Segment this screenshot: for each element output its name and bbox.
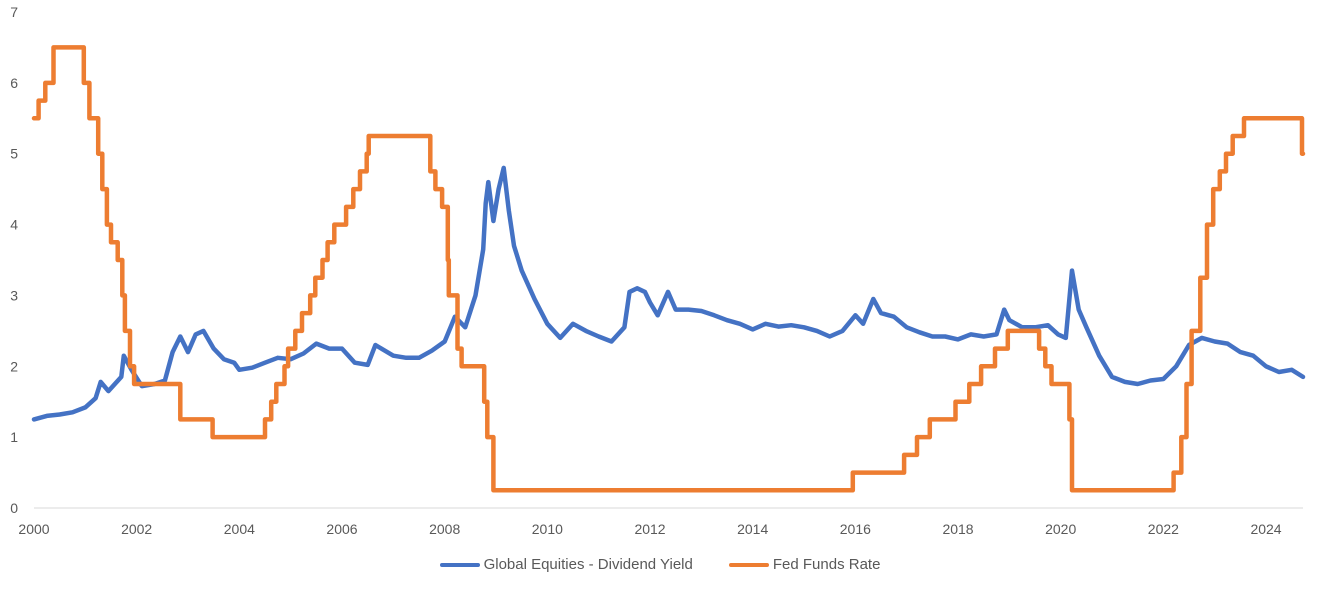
x-tick-label: 2024	[1250, 521, 1281, 537]
x-tick-label: 2016	[840, 521, 871, 537]
series-line-fed-funds-rate	[31, 45, 1306, 493]
y-tick-label: 0	[10, 500, 18, 516]
x-tick-label: 2000	[18, 521, 49, 537]
x-tick-label: 2020	[1045, 521, 1076, 537]
legend-swatch-fed-funds-rate	[728, 562, 769, 567]
x-axis-labels: 2000 2002 2004 2006 2008 2010 2012 2014 2016 2018…	[18, 521, 1281, 537]
y-tick-label: 3	[10, 287, 18, 303]
x-tick-label: 2004	[224, 521, 255, 537]
x-tick-label: 2014	[737, 521, 768, 537]
y-tick-label: 1	[10, 429, 18, 445]
series-line-dividend-yield	[31, 165, 1306, 422]
y-tick-label: 7	[10, 4, 18, 20]
y-tick-label: 2	[10, 358, 18, 374]
legend-label-fed-funds-rate: Fed Funds Rate	[772, 556, 881, 573]
x-tick-label: 2002	[121, 521, 152, 537]
x-tick-label: 2010	[532, 521, 563, 537]
y-axis-labels: 0 1 2 3 4 5 6 7	[10, 4, 18, 516]
legend: Global Equities - Dividend Yield Fed Fun…	[0, 556, 1320, 573]
y-tick-label: 6	[10, 75, 18, 91]
y-tick-label: 5	[10, 146, 18, 162]
x-tick-label: 2006	[326, 521, 357, 537]
legend-label-dividend-yield: Global Equities - Dividend Yield	[483, 556, 693, 573]
series-layer	[31, 45, 1306, 493]
legend-item-dividend-yield: Global Equities - Dividend Yield	[439, 556, 693, 573]
x-tick-label: 2022	[1148, 521, 1179, 537]
x-tick-label: 2008	[429, 521, 460, 537]
y-tick-label: 4	[10, 217, 18, 233]
x-tick-label: 2018	[942, 521, 973, 537]
legend-item-fed-funds-rate: Fed Funds Rate	[728, 556, 881, 573]
legend-swatch-dividend-yield	[439, 562, 480, 567]
x-tick-label: 2012	[634, 521, 665, 537]
